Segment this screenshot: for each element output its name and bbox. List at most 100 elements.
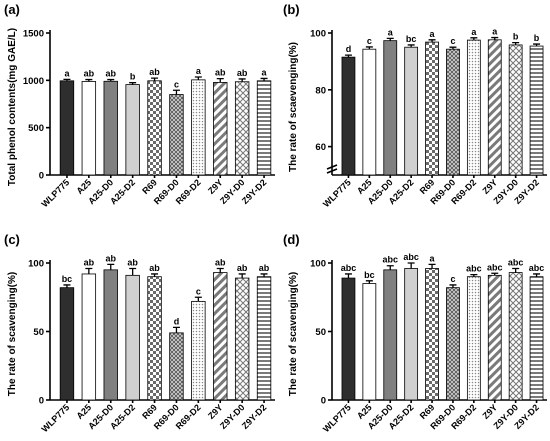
bar <box>446 287 460 401</box>
bar <box>125 84 140 176</box>
y-axis-label: Total phenol contents(mg GAE/L) <box>7 28 18 186</box>
y-axis-label: The rate of scaevenging(%) <box>288 42 299 172</box>
bar <box>125 274 140 401</box>
significance-label: ab <box>105 69 116 79</box>
bar <box>466 276 481 401</box>
y-tick-label: 60 <box>315 142 326 153</box>
significance-label: a <box>388 27 394 37</box>
bar <box>383 269 398 401</box>
x-tick-label: A25 <box>75 402 94 421</box>
y-tick-label: 0 <box>39 396 44 407</box>
error-bar <box>533 43 541 47</box>
y-tick-label: 50 <box>33 327 44 338</box>
y-axis-label: The rate of scavenging(%) <box>7 272 18 396</box>
significance-label: bc <box>62 274 73 284</box>
error-bar <box>172 326 180 333</box>
error-bar <box>85 78 93 82</box>
x-tick-label: WLP775 <box>40 177 72 209</box>
error-bar <box>63 78 71 81</box>
significance-label: c <box>196 286 201 296</box>
significance-label: c <box>367 36 372 46</box>
significance-label: abc <box>487 262 503 272</box>
error-bar <box>533 273 541 277</box>
significance-label: b <box>130 72 136 82</box>
plot-area: 050010001500aWLP775abA25abA25-D0bA25-D2a… <box>23 29 275 209</box>
error-bar <box>260 77 268 81</box>
y-tick-label: 0 <box>321 396 326 407</box>
panel-a: (a) Total phenol contents(mg GAE/L) 0 500… <box>4 2 275 209</box>
error-bar <box>386 37 394 41</box>
bar <box>508 272 523 401</box>
error-bar <box>194 296 202 302</box>
error-bar <box>151 273 159 277</box>
x-tick-label: Z9Y <box>206 402 225 421</box>
bar <box>234 277 250 401</box>
significance-label: ab <box>149 67 160 77</box>
bar <box>191 300 206 401</box>
bar <box>404 46 419 176</box>
y-tick-label: 0 <box>39 171 44 182</box>
bar <box>59 287 75 401</box>
bar <box>341 277 356 401</box>
bar <box>404 268 419 401</box>
significance-label: a <box>471 27 477 37</box>
y-axis-label: The rate of scavenging(%) <box>288 272 299 396</box>
bar <box>529 45 544 176</box>
bar <box>234 81 250 176</box>
error-bar <box>470 273 478 277</box>
bar <box>466 39 481 176</box>
significance-label: a <box>492 27 498 37</box>
error-bar <box>407 262 415 269</box>
bar <box>487 39 502 176</box>
significance-label: abc <box>508 257 524 267</box>
bar <box>487 274 502 401</box>
panel-label: (c) <box>4 232 20 247</box>
significance-label: c <box>450 274 455 284</box>
bar <box>425 41 439 176</box>
significance-label: abc <box>403 252 419 262</box>
bar <box>383 40 398 176</box>
error-bar <box>260 273 268 277</box>
x-tick-label: R69 <box>140 177 159 196</box>
error-bar <box>428 39 436 43</box>
bar <box>147 276 162 401</box>
error-bar <box>172 89 180 95</box>
error-bar <box>238 78 246 82</box>
bar <box>81 81 97 176</box>
significance-label: ab <box>259 263 270 273</box>
significance-label: bc <box>364 270 375 280</box>
error-bar <box>386 265 394 270</box>
significance-label: a <box>262 67 268 77</box>
error-bar <box>238 273 246 279</box>
significance-label: abc <box>466 264 482 274</box>
significance-label: a <box>64 68 70 78</box>
y-tick-label: 1500 <box>23 29 44 40</box>
bar <box>341 56 356 176</box>
significance-label: d <box>174 316 180 326</box>
bar <box>191 79 206 176</box>
bar <box>362 48 377 176</box>
significance-label: a <box>430 29 436 39</box>
x-tick-label: WLP775 <box>321 177 353 209</box>
significance-label: d <box>346 44 352 54</box>
error-bar <box>85 267 93 274</box>
axis-break-mark <box>326 164 338 170</box>
bar <box>103 269 118 401</box>
significance-label: b <box>534 33 540 43</box>
significance-label: c <box>174 79 179 89</box>
significance-label: b <box>513 32 519 42</box>
error-bar <box>63 284 71 288</box>
y-tick-label: 100 <box>310 259 326 270</box>
error-bar <box>107 78 115 82</box>
x-tick-label: WLP775 <box>321 402 353 434</box>
error-bar <box>449 284 457 288</box>
error-bar <box>216 77 224 83</box>
x-tick-label: A25 <box>75 177 94 196</box>
significance-label: ab <box>127 257 138 267</box>
bar <box>529 276 544 401</box>
bar <box>446 48 460 176</box>
error-bar <box>491 272 499 276</box>
panel-label: (d) <box>283 232 300 247</box>
error-bar <box>129 267 137 276</box>
significance-label: abc <box>529 263 545 273</box>
